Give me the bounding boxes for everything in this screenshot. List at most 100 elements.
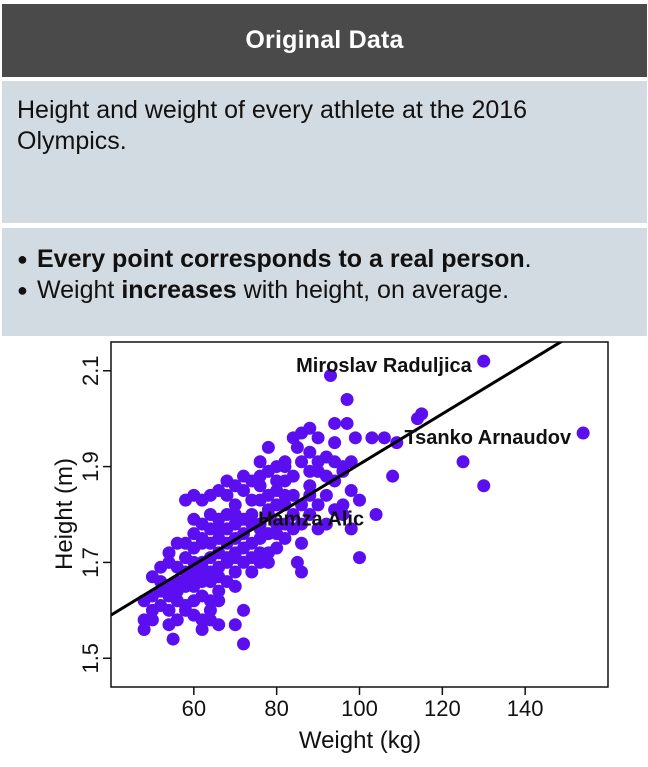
data-point [278,488,292,502]
bullet-dot-icon: ● [17,249,28,269]
data-point [220,575,234,589]
data-point [295,565,309,579]
data-point [324,369,338,383]
data-point [319,517,333,531]
data-point [145,613,159,627]
data-point [477,479,491,493]
page-title: Original Data [245,26,404,54]
data-point [162,589,176,603]
data-point [170,536,184,550]
data-point [212,618,226,632]
data-point [179,493,193,507]
description-text: Height and weight of every athlete at th… [17,96,528,155]
data-point [340,416,354,430]
bullet-1-strong: Every point corresponds to a real person [37,245,525,273]
regression-line [111,342,564,617]
data-point [203,508,217,521]
data-point [137,623,151,636]
point-annotation: Hamza Alic [258,509,364,531]
data-point [212,584,226,598]
data-point [328,436,342,450]
data-point [166,632,180,646]
data-point [278,455,292,469]
data-point [162,546,176,560]
data-point [319,469,333,483]
data-point [286,469,300,483]
data-point [261,503,275,517]
data-point [303,508,317,521]
data-point [162,618,176,632]
data-point [290,440,304,454]
x-tick-label: 120 [424,696,461,721]
data-point [253,455,267,469]
data-point [187,527,201,541]
data-point [348,431,362,445]
data-point [365,431,379,445]
data-point [220,555,234,569]
data-point [228,618,242,632]
data-point [237,637,251,651]
data-point [576,426,590,440]
data-point [245,508,259,521]
data-point [228,517,242,531]
data-point [295,455,309,469]
data-point [228,546,242,560]
data-point [220,474,234,488]
x-tick-label: 60 [182,696,206,721]
data-point [303,445,317,459]
data-point [179,551,193,565]
y-tick-label: 1.5 [78,643,103,674]
data-point [328,416,342,430]
data-point [328,455,342,469]
data-point [145,603,159,617]
data-point [195,536,209,550]
data-point [340,393,354,406]
data-point [261,555,275,569]
data-point [369,508,383,521]
data-point [145,570,159,584]
data-point [477,354,491,368]
data-point [311,498,325,512]
data-point [303,421,317,435]
point-annotation: Tsanko Arnaudov [404,427,572,449]
x-axis-label: Weight (kg) [299,727,421,754]
data-point [286,522,300,536]
data-point [154,560,168,574]
x-axis: 60 80 100 120 140 [182,687,544,721]
data-point [410,412,424,426]
data-point [456,455,470,469]
bullet-2-pre: Weight [37,276,122,304]
bullet-dot-icon: ● [17,280,28,300]
bullet-2-post: with height, on average. [236,276,510,304]
data-point [212,594,226,608]
data-point [286,508,300,521]
title-bar: Original Data [2,4,647,77]
data-point [270,474,284,488]
data-point [187,512,201,526]
data-point [386,469,400,483]
data-point [319,488,333,502]
x-tick-label: 140 [507,696,544,721]
data-point [195,623,209,636]
bullet-1-tail: . [524,245,532,273]
data-point [261,440,275,454]
data-point [344,455,358,469]
data-point [353,493,366,507]
bullet-point-2: ● Weight increases with height, on averag… [17,275,633,306]
data-point [303,464,317,478]
bullet-2-strong: increases [121,276,237,304]
y-tick-label: 1.9 [78,451,103,482]
description-panel: Height and weight of every athlete at th… [2,81,647,223]
y-axis: 1.5 1.7 1.9 2.1 [78,355,111,674]
x-tick-label: 80 [264,696,288,721]
data-point [377,431,391,445]
data-point [270,527,284,541]
points-layer [137,354,590,651]
y-tick-label: 1.7 [78,547,103,578]
point-annotation: Miroslav Raduljica [296,355,472,377]
data-point [353,551,366,565]
data-point [344,484,358,498]
data-point [237,603,251,617]
scatter-chart: Miroslav Raduljica Tsanko Arnaudov Hamza A… [51,341,609,754]
data-point [344,522,358,536]
